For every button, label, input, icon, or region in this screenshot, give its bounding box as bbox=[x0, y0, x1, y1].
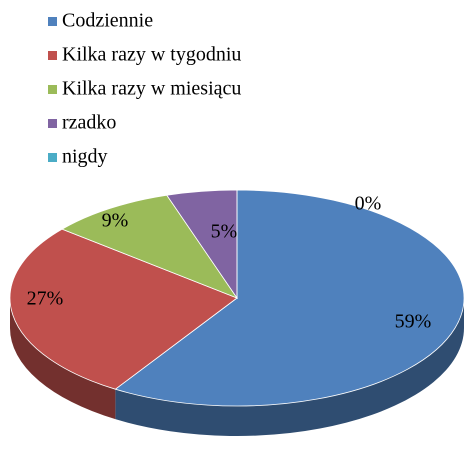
legend-swatch bbox=[48, 85, 57, 94]
legend-swatch bbox=[48, 17, 57, 26]
legend-label: Kilka razy w tygodniu bbox=[62, 44, 241, 66]
data-label: 5% bbox=[211, 221, 238, 243]
legend-label: nigdy bbox=[62, 146, 108, 168]
data-label: 27% bbox=[27, 288, 64, 310]
slice-side bbox=[10, 298, 116, 420]
slice bbox=[61, 194, 239, 299]
slice bbox=[9, 228, 238, 390]
data-label: 59% bbox=[395, 311, 432, 333]
legend-label: Codziennie bbox=[62, 10, 153, 32]
data-label: 0% bbox=[355, 193, 382, 215]
legend-swatch bbox=[48, 119, 57, 128]
legend-swatch bbox=[48, 51, 57, 60]
slice-side bbox=[115, 298, 464, 436]
legend-swatch bbox=[48, 153, 57, 162]
legend-label: Kilka razy w miesiącu bbox=[62, 78, 241, 100]
data-label: 9% bbox=[102, 210, 129, 232]
legend-label: rzadko bbox=[62, 112, 116, 134]
slice bbox=[114, 189, 464, 407]
